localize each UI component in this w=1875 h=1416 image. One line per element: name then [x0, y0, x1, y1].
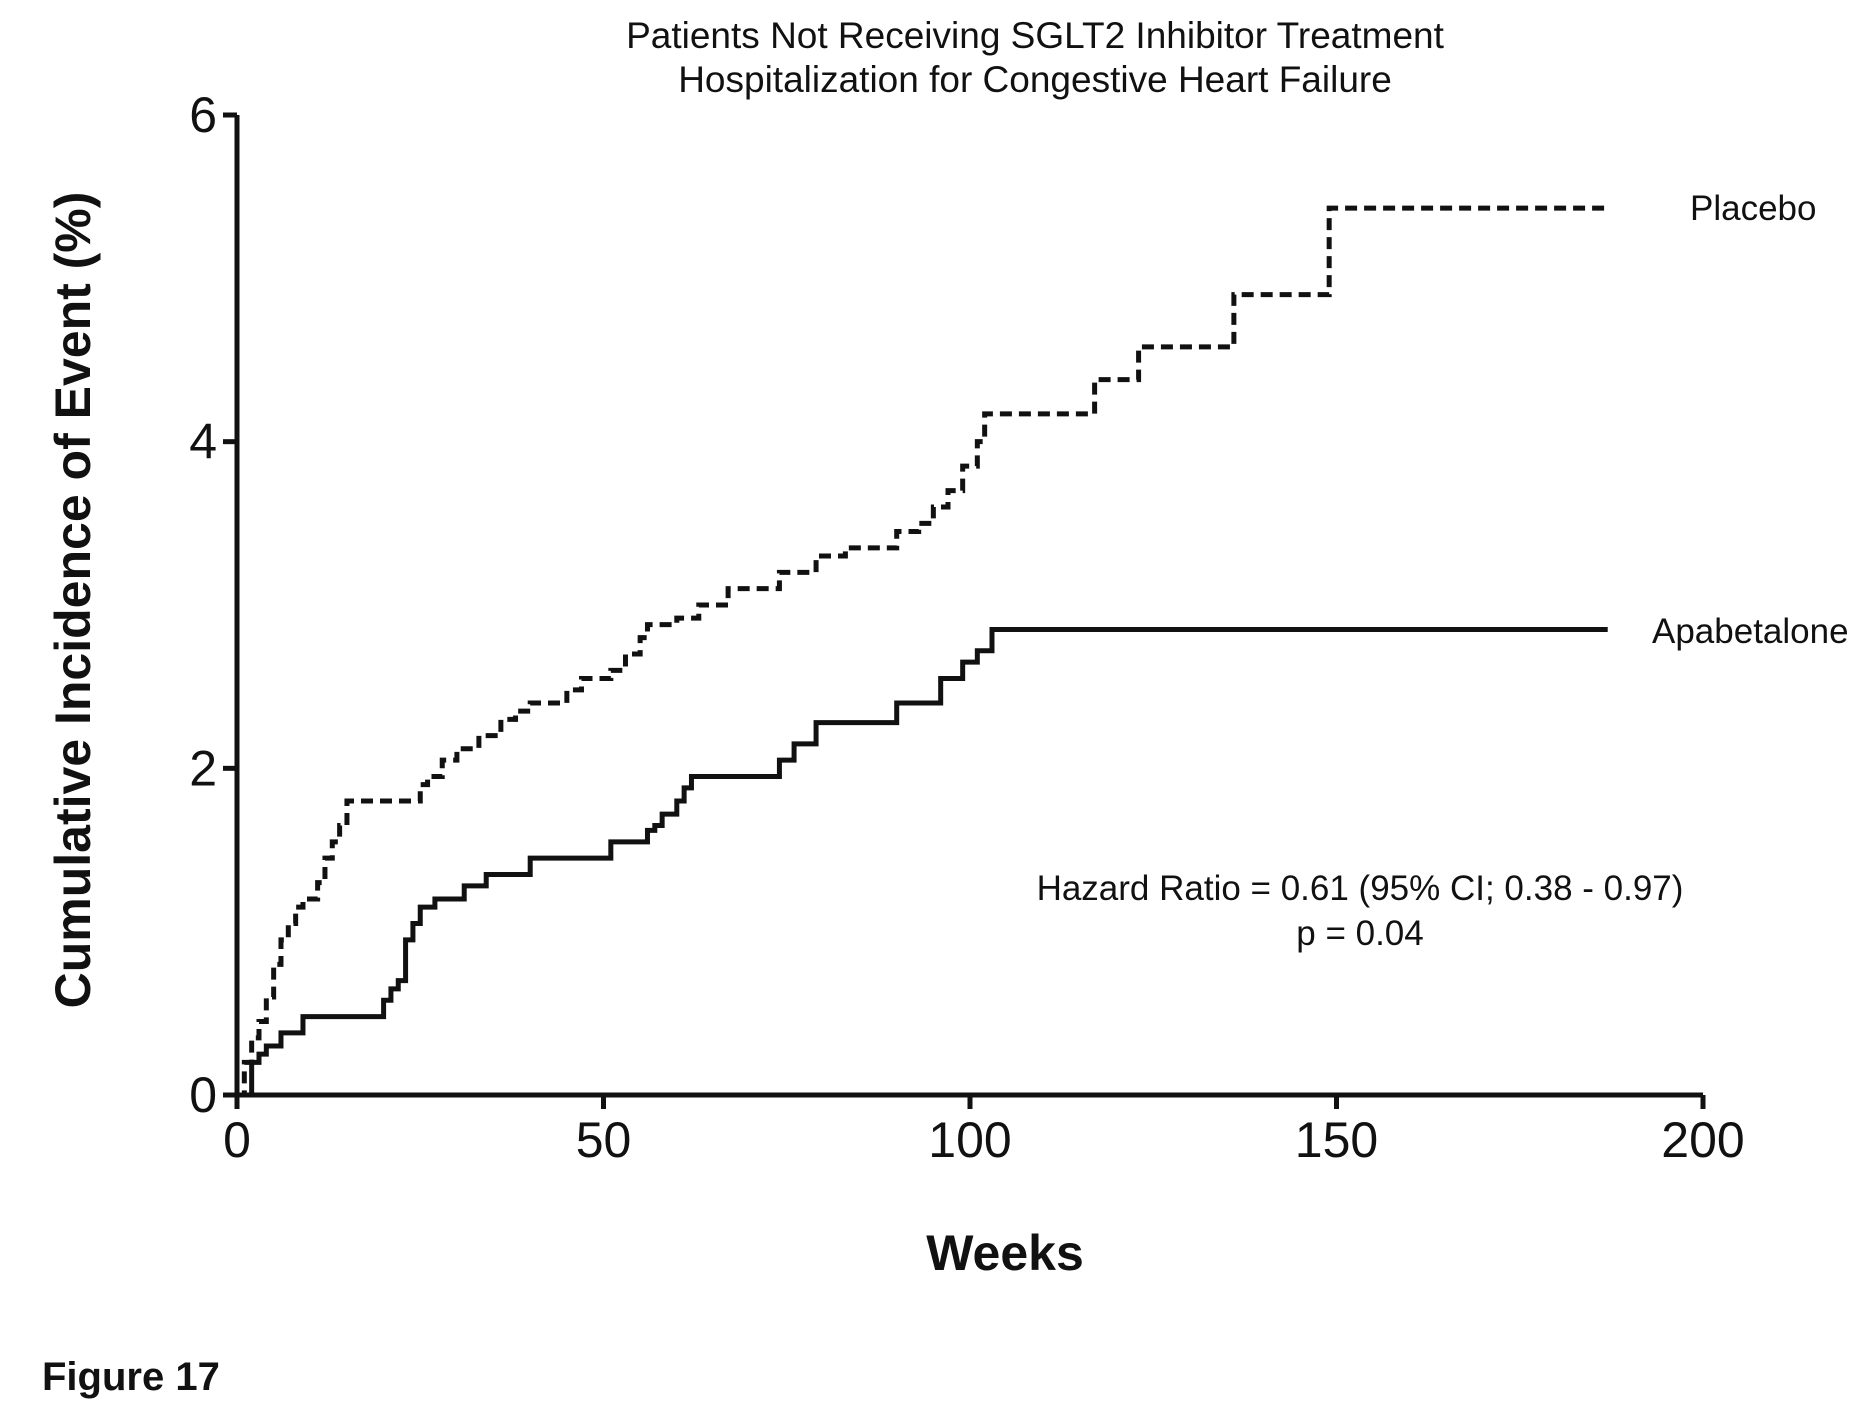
series-line-placebo [237, 205, 1608, 1098]
y-tick-label: 0 [189, 1067, 217, 1123]
y-tick-label: 6 [189, 87, 217, 143]
series-label-placebo: Placebo [1690, 189, 1816, 228]
hazard-ratio-annotation: Hazard Ratio = 0.61 (95% CI; 0.38 - 0.97… [1037, 869, 1684, 908]
x-axis-label: Weeks [926, 1225, 1084, 1281]
x-tick-label: 150 [1295, 1112, 1378, 1168]
series-line-apabetalone [237, 627, 1608, 1098]
p-value-annotation: p = 0.04 [1296, 914, 1423, 953]
x-tick-label: 0 [223, 1112, 251, 1168]
x-tick-label: 200 [1661, 1112, 1744, 1168]
x-tick-label: 100 [928, 1112, 1011, 1168]
chart-title-line-1: Patients Not Receiving SGLT2 Inhibitor T… [626, 15, 1445, 56]
y-axis-label: Cumulative Incidence of Event (%) [45, 192, 101, 1009]
figure-caption: Figure 17 [42, 1355, 220, 1399]
series-label-apabetalone: Apabetalone [1652, 612, 1849, 651]
y-tick-label: 2 [189, 740, 217, 796]
x-tick-label: 50 [576, 1112, 632, 1168]
chart-title-line-2: Hospitalization for Congestive Heart Fai… [678, 59, 1392, 100]
y-tick-label: 4 [189, 414, 217, 470]
plot-area: 0 2 4 6 0 50 100 150 200 [189, 87, 1745, 1168]
